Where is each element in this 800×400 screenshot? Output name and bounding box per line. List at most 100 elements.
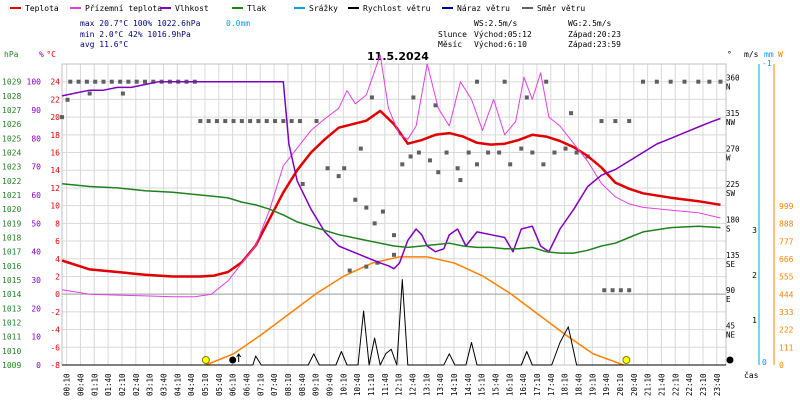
tick-dir-name: NE xyxy=(726,331,736,340)
wind-dir-point xyxy=(76,79,81,84)
moonrise-marker xyxy=(229,356,237,364)
axis-x: 00:10 00:40 01:10 01:40 02:10 02:40 03:10 03:40… xyxy=(63,370,759,396)
tick-temp: 16 xyxy=(50,149,60,158)
wind-dir-point xyxy=(696,79,701,84)
stats-avg: avg 11.6°C xyxy=(80,40,128,49)
tick-time: 22:40 xyxy=(685,373,694,396)
plot-frame xyxy=(61,63,727,366)
tick-hpa: 1013 xyxy=(2,304,21,313)
wind-dir-point xyxy=(574,150,579,155)
tick-time: 21:40 xyxy=(657,373,666,396)
tick-dir: 45 xyxy=(726,322,735,331)
tick-time: 05:40 xyxy=(215,373,224,396)
tick-time: 11:40 xyxy=(381,373,390,396)
wind-dir-point xyxy=(458,178,463,183)
tick-time: 23:40 xyxy=(713,373,722,396)
tick-time: 09:10 xyxy=(312,373,321,396)
tick-time: 02:10 xyxy=(118,373,127,396)
tick-w: 111 xyxy=(779,343,794,352)
tick-time: 04:40 xyxy=(187,373,196,396)
wind-dir-point xyxy=(151,79,156,84)
tick-time: 02:40 xyxy=(132,373,141,396)
wind-dir-point xyxy=(392,233,396,238)
wind-dir-point xyxy=(214,119,219,124)
tick-dir-name: SW xyxy=(726,189,736,198)
tick-w: 444 xyxy=(779,290,794,299)
wind-dir-point xyxy=(475,79,479,84)
tick-time: 01:40 xyxy=(104,373,113,396)
tick-dir: 270 xyxy=(726,145,740,154)
tick-time: 03:40 xyxy=(159,373,168,396)
stats-sun-set: Západ:20:23 xyxy=(568,30,621,39)
wind-dir-point xyxy=(400,162,405,167)
wind-dir-point xyxy=(552,150,557,155)
wind-dir-point xyxy=(602,288,607,293)
stats-moon-label: Měsíc xyxy=(438,40,462,49)
wind-dir-point xyxy=(143,79,147,84)
stats-ws: WS:2.5m/s xyxy=(474,19,518,28)
wind-dir-point xyxy=(627,119,632,124)
tick-dir-name: N xyxy=(726,83,731,92)
wind-dir-point xyxy=(599,119,604,124)
stats-max-rain: 0.0mm xyxy=(226,19,250,28)
wind-dir-point xyxy=(206,119,211,124)
wind-dir-point xyxy=(641,79,645,84)
axes-right: ° m/s mm W360N315NW270W225SW180S135SE90E45N… xyxy=(726,50,794,370)
tick-temp: -2 xyxy=(50,308,60,317)
tick-hpa: 1029 xyxy=(2,78,21,87)
tick-temp: -4 xyxy=(50,326,60,335)
wind-dir-point xyxy=(718,79,723,84)
tick-time: 03:10 xyxy=(146,373,155,396)
tick-temp: 18 xyxy=(50,131,60,140)
tick-time: 10:40 xyxy=(353,373,362,396)
wind-dir-point xyxy=(569,111,574,116)
tick-hpa: 1021 xyxy=(2,191,21,200)
tick-hpa: 1022 xyxy=(2,177,21,186)
wind-dir-point xyxy=(120,91,125,96)
wind-dir-point xyxy=(347,268,352,273)
series-temperature xyxy=(61,109,721,278)
wind-dir-point xyxy=(314,119,319,124)
axis-ms-header: m/s xyxy=(744,50,759,59)
wind-dir-point xyxy=(541,162,546,167)
wind-dir-point xyxy=(256,119,261,124)
wind-dir-point xyxy=(613,119,618,124)
stats: max 20.7°C 100% 1022.6hPa 0.0mm min 2.0°C … xyxy=(80,19,621,49)
stats-sun-label: Slunce xyxy=(438,30,467,39)
sunset-marker xyxy=(622,356,631,364)
wind-dir-point xyxy=(353,197,358,202)
legend-label: Vlhkost xyxy=(175,4,209,13)
wind-dir-point xyxy=(668,79,673,84)
wind-dir-point xyxy=(530,150,535,155)
tick-w: 888 xyxy=(779,220,794,229)
tick-dir: 90 xyxy=(726,286,736,295)
wind-dir-point xyxy=(436,170,441,175)
tick-time: 01:10 xyxy=(90,373,99,396)
tick-hpa: 1009 xyxy=(2,361,21,370)
wind-dir-point xyxy=(508,162,513,167)
stats-max: max 20.7°C 100% 1022.6hPa xyxy=(80,19,201,28)
wind-dir-point xyxy=(60,115,64,120)
legend-label: Teplota xyxy=(25,4,59,13)
sunrise-marker xyxy=(201,356,210,364)
tick-hpa: 1026 xyxy=(2,120,21,129)
series-solar xyxy=(205,256,624,366)
tick-ms: 3 xyxy=(752,226,757,235)
tick-ms: 1 xyxy=(752,316,757,325)
wind-dir-point xyxy=(134,79,139,84)
tick-pct: 70 xyxy=(31,163,41,172)
wind-dir-point xyxy=(610,288,615,293)
tick-temp: 24 xyxy=(50,78,60,87)
tick-temp: 0 xyxy=(55,290,60,299)
wind-dir-point xyxy=(231,119,236,124)
tick-dir-name: SE xyxy=(726,260,736,269)
tick-dir-name: W xyxy=(726,154,731,163)
tick-hpa: 1020 xyxy=(2,205,21,214)
tick-time: 21:10 xyxy=(644,373,653,396)
tick-pct: 10 xyxy=(31,333,41,342)
wind-dir-point xyxy=(524,95,529,100)
tick-time: 12:10 xyxy=(395,373,404,396)
stats-moon-set: Západ:23:59 xyxy=(568,40,621,49)
tick-time: 18:40 xyxy=(574,373,583,396)
axis-w-header: W xyxy=(778,50,783,59)
